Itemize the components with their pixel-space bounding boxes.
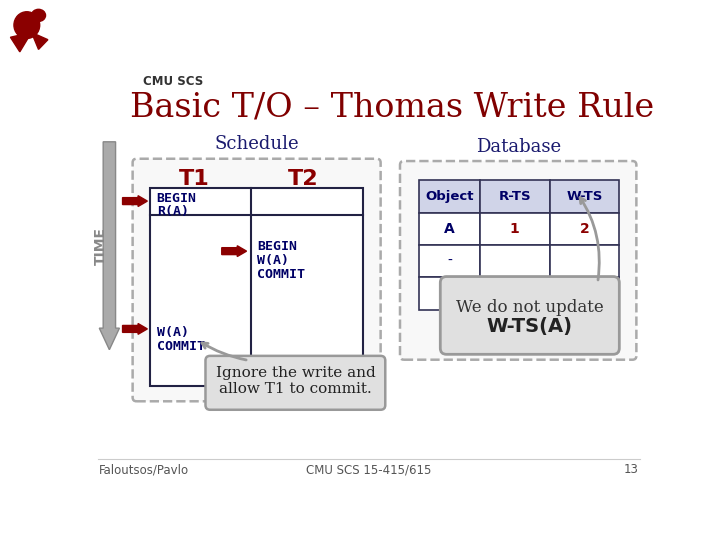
- Text: COMMIT: COMMIT: [258, 268, 305, 281]
- Bar: [549, 180, 619, 213]
- Text: W(A): W(A): [258, 254, 289, 267]
- FancyArrow shape: [99, 142, 120, 350]
- Bar: [480, 245, 549, 278]
- Ellipse shape: [32, 9, 45, 22]
- Text: BEGIN: BEGIN: [258, 240, 297, 253]
- FancyBboxPatch shape: [132, 159, 381, 401]
- Text: -: -: [447, 287, 452, 300]
- Text: Faloutsos/Pavlo: Faloutsos/Pavlo: [99, 463, 189, 476]
- Text: Object: Object: [426, 190, 474, 203]
- FancyArrow shape: [122, 195, 148, 206]
- Ellipse shape: [14, 12, 40, 38]
- Text: We do not update: We do not update: [456, 299, 603, 316]
- Bar: [419, 278, 480, 309]
- Bar: [549, 213, 619, 245]
- FancyBboxPatch shape: [400, 161, 636, 360]
- Text: W(A): W(A): [157, 326, 189, 339]
- FancyArrow shape: [122, 323, 148, 334]
- Text: Database: Database: [476, 138, 561, 156]
- Text: -: -: [447, 254, 452, 268]
- Text: 2: 2: [580, 222, 590, 236]
- Text: W-TS(A): W-TS(A): [487, 317, 573, 336]
- Bar: [549, 278, 619, 309]
- FancyBboxPatch shape: [205, 356, 385, 410]
- Text: A: A: [444, 222, 455, 236]
- Text: 13: 13: [624, 463, 639, 476]
- FancyArrow shape: [222, 246, 246, 256]
- Text: TIME: TIME: [94, 227, 108, 265]
- Polygon shape: [32, 32, 48, 49]
- Bar: [150, 188, 363, 386]
- Text: Schedule: Schedule: [215, 136, 299, 153]
- Text: CMU SCS 15-415/615: CMU SCS 15-415/615: [306, 463, 432, 476]
- Text: 1: 1: [510, 222, 520, 236]
- FancyBboxPatch shape: [441, 276, 619, 354]
- Text: Basic T/O – Thomas Write Rule: Basic T/O – Thomas Write Rule: [130, 92, 654, 124]
- Bar: [549, 245, 619, 278]
- Text: R-TS: R-TS: [498, 190, 531, 203]
- Bar: [419, 180, 480, 213]
- Text: BEGIN: BEGIN: [157, 192, 197, 205]
- Bar: [419, 245, 480, 278]
- Text: W-TS: W-TS: [566, 190, 603, 203]
- Bar: [480, 180, 549, 213]
- Text: R(A): R(A): [157, 205, 189, 218]
- Polygon shape: [11, 32, 32, 52]
- Text: CMU SCS: CMU SCS: [143, 75, 203, 88]
- Text: COMMIT: COMMIT: [157, 340, 204, 353]
- Bar: [480, 213, 549, 245]
- Text: Ignore the write and
allow T1 to commit.: Ignore the write and allow T1 to commit.: [215, 366, 375, 396]
- Text: T2: T2: [288, 168, 318, 189]
- Bar: [480, 278, 549, 309]
- Text: T1: T1: [179, 168, 210, 189]
- Bar: [419, 213, 480, 245]
